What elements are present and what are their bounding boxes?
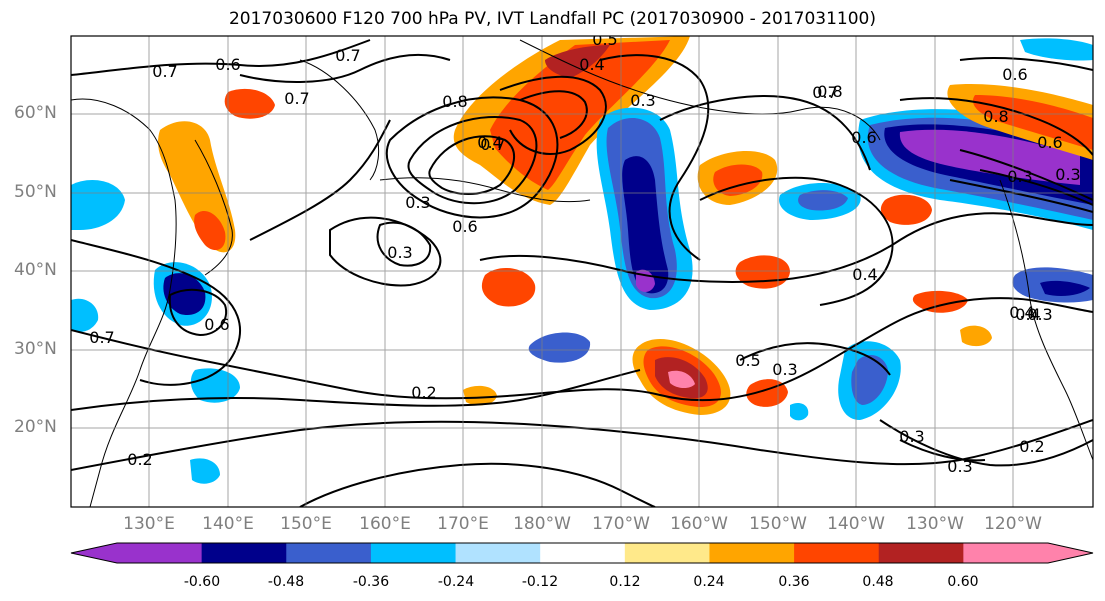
lon-label-140w: 140°W (827, 514, 885, 534)
lon-label-170e: 170°E (437, 514, 489, 534)
colorbar-tick-0.36: 0.36 (778, 574, 809, 590)
colorbar-swatch (794, 543, 879, 563)
contour-label: 0.2 (411, 383, 436, 402)
contour-label: 0.2 (1019, 437, 1044, 456)
contour-label: 0.6 (851, 128, 876, 147)
contour-label: 0.3 (899, 427, 924, 446)
contour-label: 0.6 (1002, 65, 1027, 84)
contour-label: 0.6 (215, 55, 240, 74)
figure-title: 2017030600 F120 700 hPa PV, IVT Landfall… (0, 9, 1105, 29)
contour-label: 0.7 (152, 62, 177, 81)
contour-label: 0.7 (335, 46, 360, 65)
colorbar-tick-0.24: 0.24 (693, 574, 724, 590)
lon-label-150e: 150°E (280, 514, 332, 534)
contour-label: 0.7 (284, 89, 309, 108)
colorbar-swatch (625, 543, 710, 563)
lon-label-140e: 140°E (202, 514, 254, 534)
colorbar-swatch (456, 543, 541, 563)
colorbar (71, 543, 1093, 563)
contour-label: 0.4 (1015, 305, 1040, 324)
contour-label: 0.5 (592, 30, 617, 49)
contour-label: 0.6 (452, 217, 477, 236)
lat-label-60: 60°N (14, 103, 57, 123)
contour-label: 0.7 (89, 328, 114, 347)
lat-label-30: 30°N (14, 339, 57, 359)
contour-label: 0.3 (387, 243, 412, 262)
colorbar-swatch (879, 543, 964, 563)
shade-positive-mid-2 (736, 255, 790, 288)
contour-label: 0.6 (204, 315, 229, 334)
contour-label: 0.3 (1007, 167, 1032, 186)
colorbar-extend-low (71, 543, 117, 563)
colorbar-tick--0.48: -0.48 (268, 574, 304, 590)
colorbar-swatch (963, 543, 1048, 563)
lon-label-170w: 170°W (592, 514, 650, 534)
lon-label-160e: 160°E (359, 514, 411, 534)
colorbar-tick--0.24: -0.24 (438, 574, 474, 590)
colorbar-tick-0.60: 0.60 (947, 574, 978, 590)
contour-label: 0.8 (442, 92, 467, 111)
colorbar-tick--0.60: -0.60 (184, 574, 220, 590)
lat-label-20: 20°N (14, 417, 57, 437)
contour-label: 0.6 (1037, 133, 1062, 152)
lat-label-50: 50°N (14, 182, 57, 202)
colorbar-tick-0.48: 0.48 (862, 574, 893, 590)
colorbar-swatch (202, 543, 287, 563)
contour-label: 0.3 (1055, 165, 1080, 184)
colorbar-swatch (286, 543, 371, 563)
contour-label: 0.3 (772, 360, 797, 379)
contour-label: 0.3 (947, 457, 972, 476)
colorbar-tick--0.12: -0.12 (522, 574, 558, 590)
contour-label: 0.2 (127, 450, 152, 469)
contour-label: 0.3 (630, 91, 655, 110)
lon-label-120w: 120°W (984, 514, 1042, 534)
lat-label-40: 40°N (14, 260, 57, 280)
lon-label-180w: 180°W (513, 514, 571, 534)
colorbar-tick-0.12: 0.12 (609, 574, 640, 590)
colorbar-tick--0.36: -0.36 (353, 574, 389, 590)
contour-label: 0.7 (812, 83, 837, 102)
colorbar-swatch (117, 543, 202, 563)
contour-label: 0.5 (735, 351, 760, 370)
lon-label-160w: 160°W (670, 514, 728, 534)
contour-label: 0.8 (983, 107, 1008, 126)
lon-label-130e: 130°E (123, 514, 175, 534)
lon-label-150w: 150°W (749, 514, 807, 534)
colorbar-swatch (371, 543, 456, 563)
colorbar-swatch (709, 543, 794, 563)
contour-label: 0.4 (477, 133, 502, 152)
contour-label: 0.4 (852, 265, 877, 284)
lon-label-130w: 130°W (906, 514, 964, 534)
contour-label: 0.4 (579, 55, 604, 74)
contour-label: 0.3 (405, 193, 430, 212)
colorbar-swatch (540, 543, 625, 563)
colorbar-extend-high (1048, 543, 1093, 563)
